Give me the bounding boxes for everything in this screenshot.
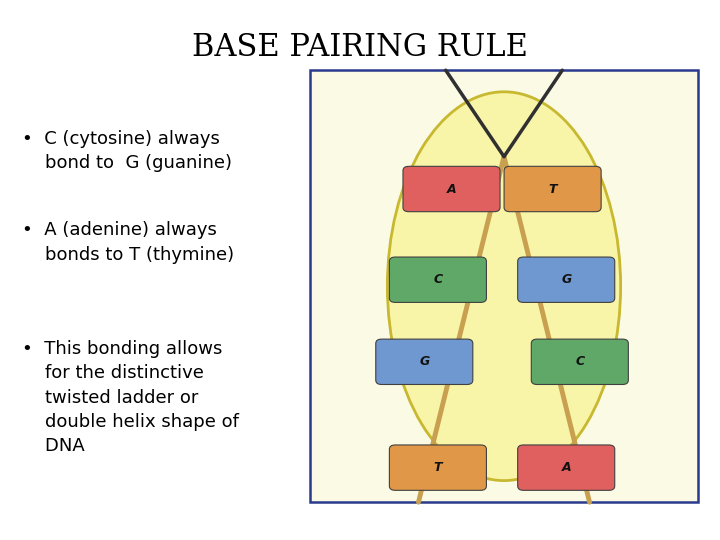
Line: 2 pts: 2 pts bbox=[504, 157, 590, 502]
Point bbox=[441, 67, 450, 73]
Point bbox=[414, 499, 423, 505]
Point bbox=[585, 499, 594, 505]
Point bbox=[500, 153, 508, 160]
Text: A: A bbox=[446, 183, 456, 195]
Ellipse shape bbox=[387, 92, 621, 481]
Point bbox=[500, 153, 508, 160]
Point bbox=[500, 153, 508, 160]
Text: T: T bbox=[549, 183, 557, 195]
FancyBboxPatch shape bbox=[504, 166, 601, 212]
FancyBboxPatch shape bbox=[390, 445, 487, 490]
FancyBboxPatch shape bbox=[390, 257, 487, 302]
FancyBboxPatch shape bbox=[376, 339, 473, 384]
Text: T: T bbox=[433, 461, 442, 474]
Text: C: C bbox=[433, 273, 443, 286]
Text: C: C bbox=[575, 355, 585, 368]
FancyBboxPatch shape bbox=[310, 70, 698, 502]
FancyBboxPatch shape bbox=[531, 339, 629, 384]
Point bbox=[500, 153, 508, 160]
FancyBboxPatch shape bbox=[518, 445, 615, 490]
Line: 2 pts: 2 pts bbox=[446, 70, 504, 157]
Line: 2 pts: 2 pts bbox=[504, 70, 562, 157]
Text: G: G bbox=[561, 273, 572, 286]
FancyBboxPatch shape bbox=[403, 166, 500, 212]
Text: G: G bbox=[419, 355, 429, 368]
Text: •  This bonding allows
    for the distinctive
    twisted ladder or
    double : • This bonding allows for the distinctiv… bbox=[22, 340, 238, 455]
Text: •  C (cytosine) always
    bond to  G (guanine): • C (cytosine) always bond to G (guanine… bbox=[22, 130, 232, 172]
Text: A: A bbox=[562, 461, 571, 474]
Text: BASE PAIRING RULE: BASE PAIRING RULE bbox=[192, 32, 528, 63]
Point bbox=[558, 67, 567, 73]
FancyBboxPatch shape bbox=[518, 257, 615, 302]
Text: •  A (adenine) always
    bonds to T (thymine): • A (adenine) always bonds to T (thymine… bbox=[22, 221, 234, 264]
Line: 2 pts: 2 pts bbox=[418, 157, 504, 502]
